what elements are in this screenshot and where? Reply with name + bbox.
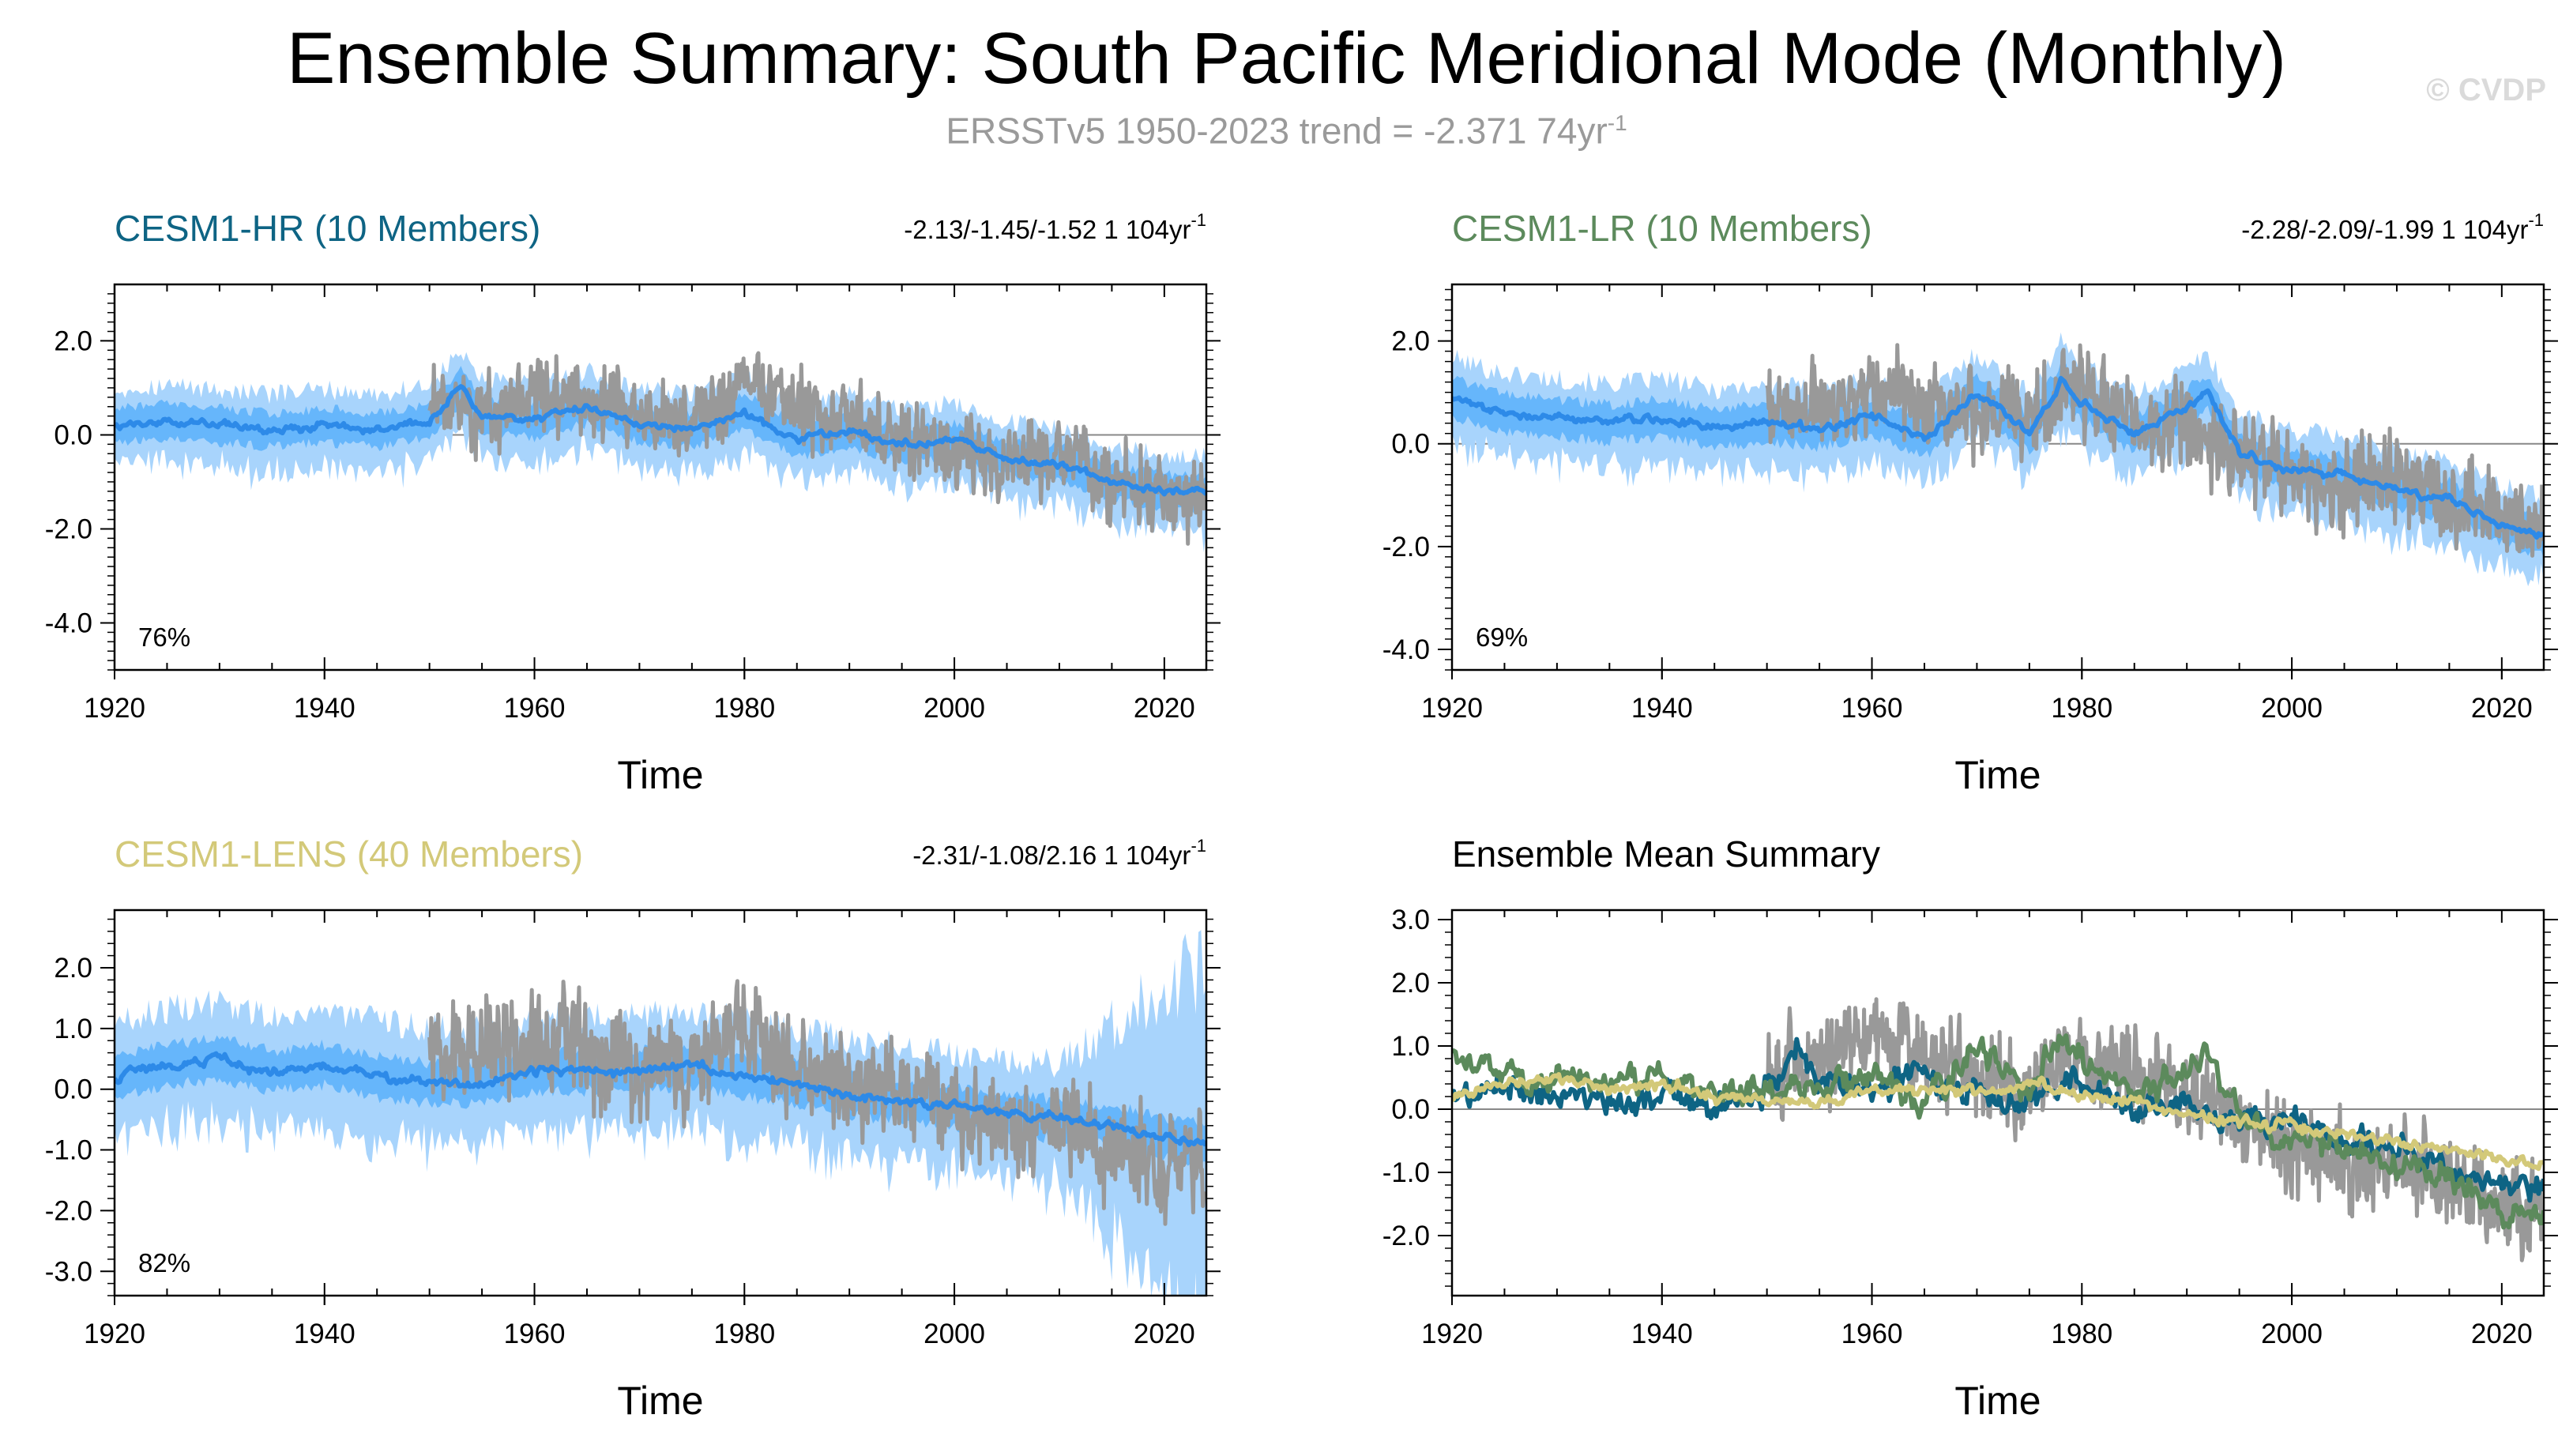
y-tick-label: -4.0 [45, 608, 92, 638]
x-tick-label: 1940 [294, 1319, 355, 1349]
trend-exponent: -1 [1191, 836, 1206, 856]
x-tick-label: 2020 [2471, 693, 2533, 724]
x-tick-label: 1920 [1421, 1319, 1483, 1349]
y-tick-label: 1.0 [54, 1014, 92, 1044]
ensemble-mean-line [1452, 375, 2544, 540]
y-tick-label: -2.0 [45, 514, 92, 544]
y-tick-label: -1.0 [45, 1135, 92, 1166]
chart-panel-2: 1920 1940 1960 1980 2000 2020 2.0 0.0 -2.0 -4.0 Ti… [1382, 208, 2558, 797]
series-line-ersstv5 [1765, 997, 2544, 1262]
chart-panel-4: 1920 1940 1960 1980 2000 2020 3.0 2.0 1.0 0.0 -1.0… [1382, 833, 2558, 1423]
trend-exponent: -1 [1191, 210, 1206, 230]
y-tick-label: 2.0 [54, 325, 92, 356]
percent-label: 76% [138, 623, 190, 652]
x-tick-label: 1940 [294, 693, 355, 724]
spread-band-inner [1452, 361, 2544, 559]
chart-panel-1: 1920 1940 1960 1980 2000 2020 2.0 0.0 -2.0 -4.0 Ti… [45, 208, 1221, 797]
plot-frame [113, 909, 1208, 1297]
trend-values: -2.13/-1.45/-1.52 1 104yr [904, 215, 1191, 244]
plot-area [1452, 997, 2544, 1262]
x-tick-label: 1960 [504, 693, 566, 724]
series-line-cesm1-lr [1452, 1033, 2544, 1230]
obs-line [427, 979, 1206, 1226]
x-axis-title: Time [1954, 753, 2041, 797]
y-tick-label: -2.0 [45, 1195, 92, 1226]
plot-frame [113, 283, 1208, 672]
subtitle-exponent: -1 [1607, 111, 1627, 135]
x-tick-label: 1960 [504, 1319, 566, 1349]
ensemble-mean-line [115, 1051, 1206, 1148]
trend-values: -2.28/-2.09/-1.99 1 104yr [2241, 215, 2528, 244]
x-tick-label: 2020 [1134, 1319, 1195, 1349]
x-tick-label: 1940 [1631, 1319, 1693, 1349]
figure-subtitle: ERSSTv5 1950-2023 trend = -2.371 74yr-1 [0, 101, 2573, 152]
panel-title: CESM1-HR (10 Members) [115, 208, 540, 249]
x-tick-label: 2020 [2471, 1319, 2533, 1349]
trend-text: -2.28/-2.09/-1.99 1 104yr-1 [2241, 210, 2544, 244]
x-tick-label: 2000 [923, 1319, 985, 1349]
y-tick-label: -4.0 [1382, 634, 1430, 665]
panel-title: Ensemble Mean Summary [1452, 833, 1880, 875]
x-tick-label: 2020 [1134, 693, 1195, 724]
chart-panel-3: 1920 1940 1960 1980 2000 2020 2.0 1.0 0.0 -1.0 -2.… [45, 833, 1221, 1423]
x-axis-title: Time [1954, 1379, 2041, 1423]
x-axis-title: Time [617, 1379, 703, 1423]
trend-exponent: -1 [2528, 210, 2544, 230]
x-axis-title: Time [617, 753, 703, 797]
y-tick-label: 2.0 [1391, 968, 1430, 999]
x-tick-label: 1940 [1631, 693, 1693, 724]
x-tick-label: 2000 [923, 693, 985, 724]
x-tick-label: 2000 [2261, 693, 2323, 724]
plot-area [115, 351, 1206, 553]
y-tick-label: 0.0 [54, 1074, 92, 1105]
y-tick-label: -2.0 [1382, 532, 1430, 562]
trend-text: -2.31/-1.08/2.16 1 104yr-1 [912, 836, 1206, 870]
percent-label: 82% [138, 1248, 190, 1277]
spread-band-inner [115, 1034, 1206, 1168]
x-tick-label: 1920 [1421, 693, 1483, 724]
spread-band-outer [115, 930, 1206, 1296]
y-tick-label: 2.0 [54, 953, 92, 984]
plot-frame [1450, 283, 2545, 672]
plot-frame [1450, 909, 2545, 1297]
panel-title: CESM1-LR (10 Members) [1452, 208, 1872, 249]
x-tick-label: 1980 [713, 1319, 775, 1349]
x-tick-label: 2000 [2261, 1319, 2323, 1349]
x-tick-label: 1980 [2051, 693, 2112, 724]
y-tick-label: -2.0 [1382, 1221, 1430, 1251]
y-tick-label: 0.0 [1391, 1094, 1430, 1125]
percent-label: 69% [1476, 623, 1528, 652]
spread-band-outer [1452, 332, 2544, 587]
spread-band-outer [115, 352, 1206, 553]
x-tick-label: 1960 [1841, 693, 1903, 724]
y-tick-label: 0.0 [1391, 429, 1430, 460]
x-tick-label: 1980 [713, 693, 775, 724]
y-tick-label: 1.0 [1391, 1031, 1430, 1062]
trend-values: -2.31/-1.08/2.16 1 104yr [912, 841, 1191, 870]
x-tick-label: 1960 [1841, 1319, 1903, 1349]
spread-band-inner [115, 366, 1206, 514]
y-tick-label: 0.0 [54, 419, 92, 450]
figure-title: Ensemble Summary: South Pacific Meridion… [287, 18, 2286, 99]
y-tick-label: -1.0 [1382, 1157, 1430, 1188]
y-tick-label: -3.0 [45, 1256, 92, 1287]
plot-area [115, 930, 1206, 1296]
obs-line [427, 351, 1206, 546]
y-tick-label: 3.0 [1391, 905, 1430, 935]
trend-text: -2.13/-1.45/-1.52 1 104yr-1 [904, 210, 1206, 244]
subtitle-text: ERSSTv5 1950-2023 trend = -2.371 74yr [946, 110, 1608, 152]
x-tick-label: 1980 [2051, 1319, 2112, 1349]
plot-area [1452, 332, 2544, 587]
panel-title: CESM1-LENS (40 Members) [115, 833, 583, 875]
series-line-cesm1-lens [1452, 1072, 2544, 1172]
cvdp-watermark: © CVDP [2426, 73, 2546, 107]
x-tick-label: 1920 [84, 693, 145, 724]
series-line-cesm1-hr [1452, 1037, 2544, 1203]
obs-line [1765, 343, 2544, 558]
y-tick-label: 2.0 [1391, 326, 1430, 357]
ensemble-mean-line [115, 384, 1206, 497]
x-tick-label: 1920 [84, 1319, 145, 1349]
